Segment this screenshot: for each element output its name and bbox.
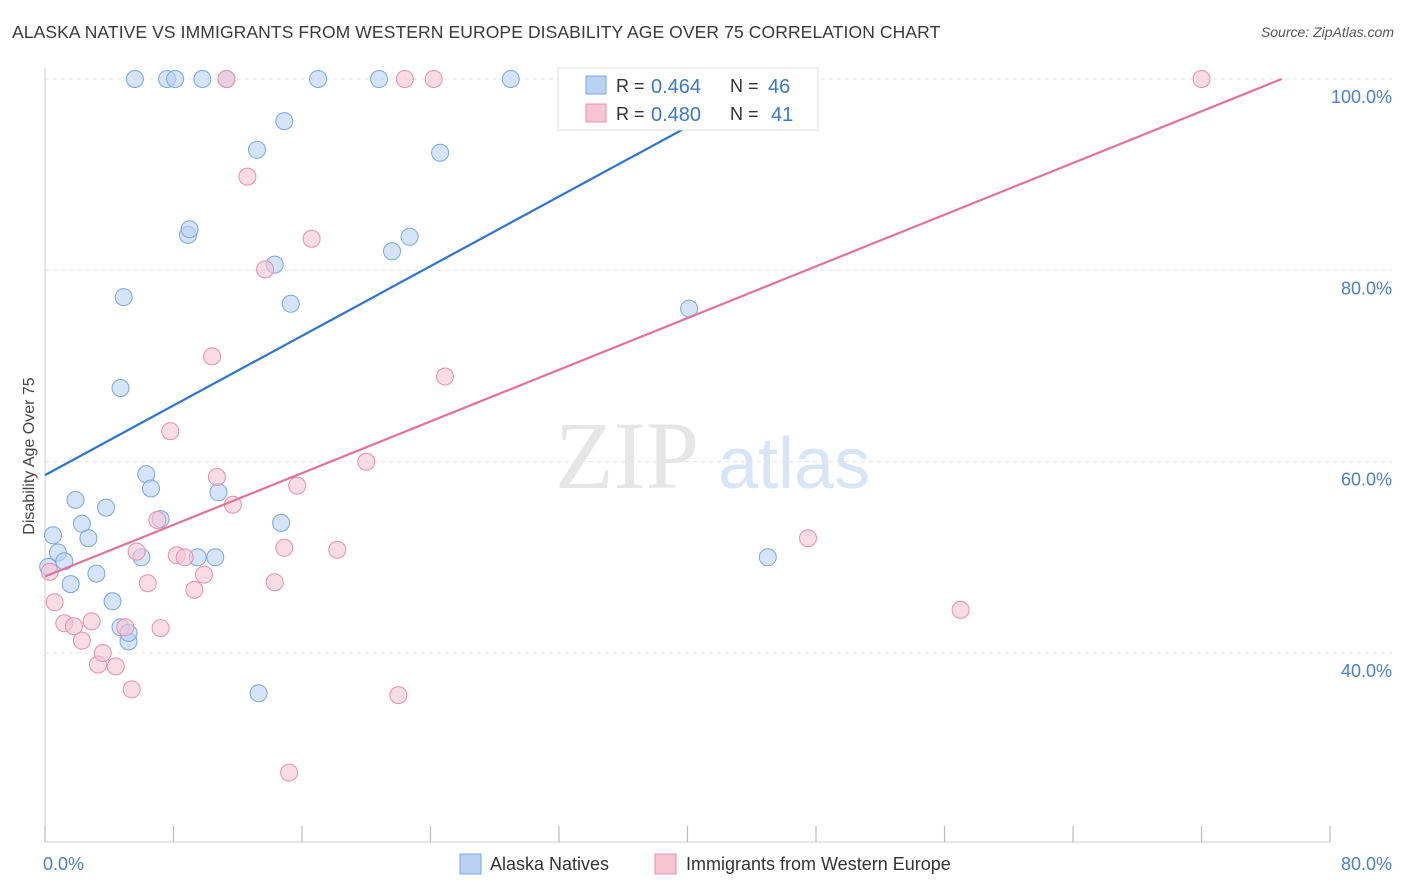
stats-n-label-pink: N = <box>730 104 759 124</box>
alaska-natives-point[interactable] <box>209 483 228 502</box>
immigrants-western-europe-point[interactable] <box>217 70 236 88</box>
alaska-natives-point[interactable] <box>370 70 389 88</box>
alaska-natives-point[interactable] <box>206 548 225 567</box>
immigrants-western-europe-point[interactable] <box>389 686 408 705</box>
stats-legend-blue-swatch <box>585 75 607 95</box>
alaska-natives-point[interactable] <box>309 70 328 88</box>
series-legend: Alaska Natives Immigrants from Western E… <box>459 853 951 875</box>
alaska-natives-point[interactable] <box>97 498 115 517</box>
immigrants-western-europe-point[interactable] <box>116 618 135 637</box>
immigrants-western-europe-point[interactable] <box>45 593 64 612</box>
immigrants-western-europe-point[interactable] <box>82 612 101 631</box>
alaska-natives-point[interactable] <box>248 140 266 159</box>
stats-n-value-pink: 41 <box>771 104 793 126</box>
alaska-natives-point[interactable] <box>275 112 294 131</box>
x-tick-label: 0.0% <box>43 854 84 874</box>
alaska-natives-point[interactable] <box>166 70 185 88</box>
immigrants-western-europe-point[interactable] <box>395 70 414 88</box>
series-immigrants-western-europe-points <box>40 70 1211 782</box>
immigrants-western-europe-point[interactable] <box>185 580 204 599</box>
alaska-natives-point[interactable] <box>281 294 300 313</box>
legend-swatch-immigrants-western-europe[interactable] <box>654 853 677 875</box>
immigrants-western-europe-point[interactable] <box>175 548 194 567</box>
immigrants-western-europe-point[interactable] <box>275 538 294 557</box>
immigrants-western-europe-point[interactable] <box>238 167 257 186</box>
watermark-zip: ZIP <box>555 402 699 509</box>
immigrants-western-europe-point[interactable] <box>151 619 170 638</box>
immigrants-western-europe-point[interactable] <box>148 511 167 529</box>
source-credit[interactable]: Source: ZipAtlas.com <box>1260 24 1394 40</box>
immigrants-western-europe-point[interactable] <box>1192 70 1211 88</box>
alaska-natives-point[interactable] <box>400 227 419 246</box>
immigrants-western-europe-point[interactable] <box>72 631 91 650</box>
immigrants-western-europe-point[interactable] <box>127 542 146 561</box>
legend-label-alaska-natives[interactable]: Alaska Natives <box>490 854 609 874</box>
immigrants-western-europe-point[interactable] <box>951 600 970 619</box>
y-tick-labels: 100.0% 80.0% 60.0% 40.0% <box>1331 87 1392 681</box>
alaska-natives-point[interactable] <box>66 490 85 509</box>
stats-r-value-pink: 0.480 <box>651 104 701 126</box>
series-alaska-natives-points <box>39 70 777 703</box>
stats-r-label-pink: R = <box>616 104 645 124</box>
y-tick-label: 80.0% <box>1341 278 1392 298</box>
y-tick-label: 40.0% <box>1341 661 1392 681</box>
immigrants-western-europe-point[interactable] <box>424 70 443 88</box>
alaska-natives-point[interactable] <box>193 70 212 88</box>
chart-title: ALASKA NATIVE VS IMMIGRANTS FROM WESTERN… <box>12 22 941 42</box>
immigrants-western-europe-point[interactable] <box>161 422 180 441</box>
x-tick-labels: 0.0% 80.0% <box>43 854 1392 874</box>
immigrants-western-europe-point[interactable] <box>64 617 83 636</box>
immigrants-western-europe-point[interactable] <box>203 347 222 366</box>
alaska-natives-point[interactable] <box>87 564 106 583</box>
immigrants-western-europe-point[interactable] <box>280 763 299 782</box>
x-tick-label: 80.0% <box>1341 854 1392 874</box>
immigrants-western-europe-point[interactable] <box>138 574 157 593</box>
alaska-natives-point[interactable] <box>61 575 80 594</box>
alaska-natives-point[interactable] <box>501 70 520 88</box>
immigrants-western-europe-point[interactable] <box>302 229 321 248</box>
immigrants-western-europe-point[interactable] <box>799 529 817 548</box>
trend-line-immigrants-western-europe <box>44 77 1283 578</box>
alaska-natives-point[interactable] <box>431 143 450 162</box>
y-tick-label: 100.0% <box>1331 87 1392 107</box>
legend-label-immigrants-western-europe[interactable]: Immigrants from Western Europe <box>686 854 951 874</box>
immigrants-western-europe-point[interactable] <box>357 452 376 471</box>
stats-r-value-blue: 0.464 <box>651 76 701 98</box>
y-axis-label: Disability Age Over 75 <box>21 377 38 535</box>
immigrants-western-europe-point[interactable] <box>207 468 226 486</box>
alaska-natives-point[interactable] <box>114 288 133 307</box>
trend-line-alaska-natives <box>44 78 777 477</box>
stats-n-label-blue: N = <box>730 76 759 96</box>
alaska-natives-point[interactable] <box>44 526 62 545</box>
immigrants-western-europe-point[interactable] <box>265 573 284 592</box>
watermark-atlas: atlas <box>718 424 870 504</box>
axes <box>44 68 1331 843</box>
immigrants-western-europe-point[interactable] <box>436 367 454 386</box>
alaska-natives-point[interactable] <box>142 479 160 498</box>
stats-n-value-blue: 46 <box>768 76 790 98</box>
y-tick-label: 60.0% <box>1341 470 1392 490</box>
alaska-natives-point[interactable] <box>125 70 144 88</box>
alaska-natives-point[interactable] <box>180 220 199 239</box>
alaska-natives-point[interactable] <box>79 529 98 548</box>
legend-swatch-alaska-natives[interactable] <box>459 853 482 875</box>
immigrants-western-europe-point[interactable] <box>288 476 307 495</box>
alaska-natives-point[interactable] <box>758 548 777 567</box>
alaska-natives-point[interactable] <box>111 379 130 397</box>
trend-lines <box>44 77 1283 578</box>
immigrants-western-europe-point[interactable] <box>93 644 112 662</box>
immigrants-western-europe-point[interactable] <box>328 540 347 559</box>
alaska-natives-point[interactable] <box>103 592 122 611</box>
immigrants-western-europe-point[interactable] <box>256 260 275 279</box>
stats-r-label-blue: R = <box>616 76 645 96</box>
stats-legend-pink-swatch <box>585 103 607 123</box>
immigrants-western-europe-point[interactable] <box>122 680 141 699</box>
immigrants-western-europe-point[interactable] <box>106 657 125 676</box>
immigrants-western-europe-point[interactable] <box>195 565 213 584</box>
alaska-natives-point[interactable] <box>272 513 291 532</box>
alaska-natives-point[interactable] <box>249 684 268 703</box>
alaska-natives-point[interactable] <box>383 242 401 261</box>
stats-legend: R = 0.464 N = 46 R = 0.480 N = 41 <box>557 67 819 131</box>
